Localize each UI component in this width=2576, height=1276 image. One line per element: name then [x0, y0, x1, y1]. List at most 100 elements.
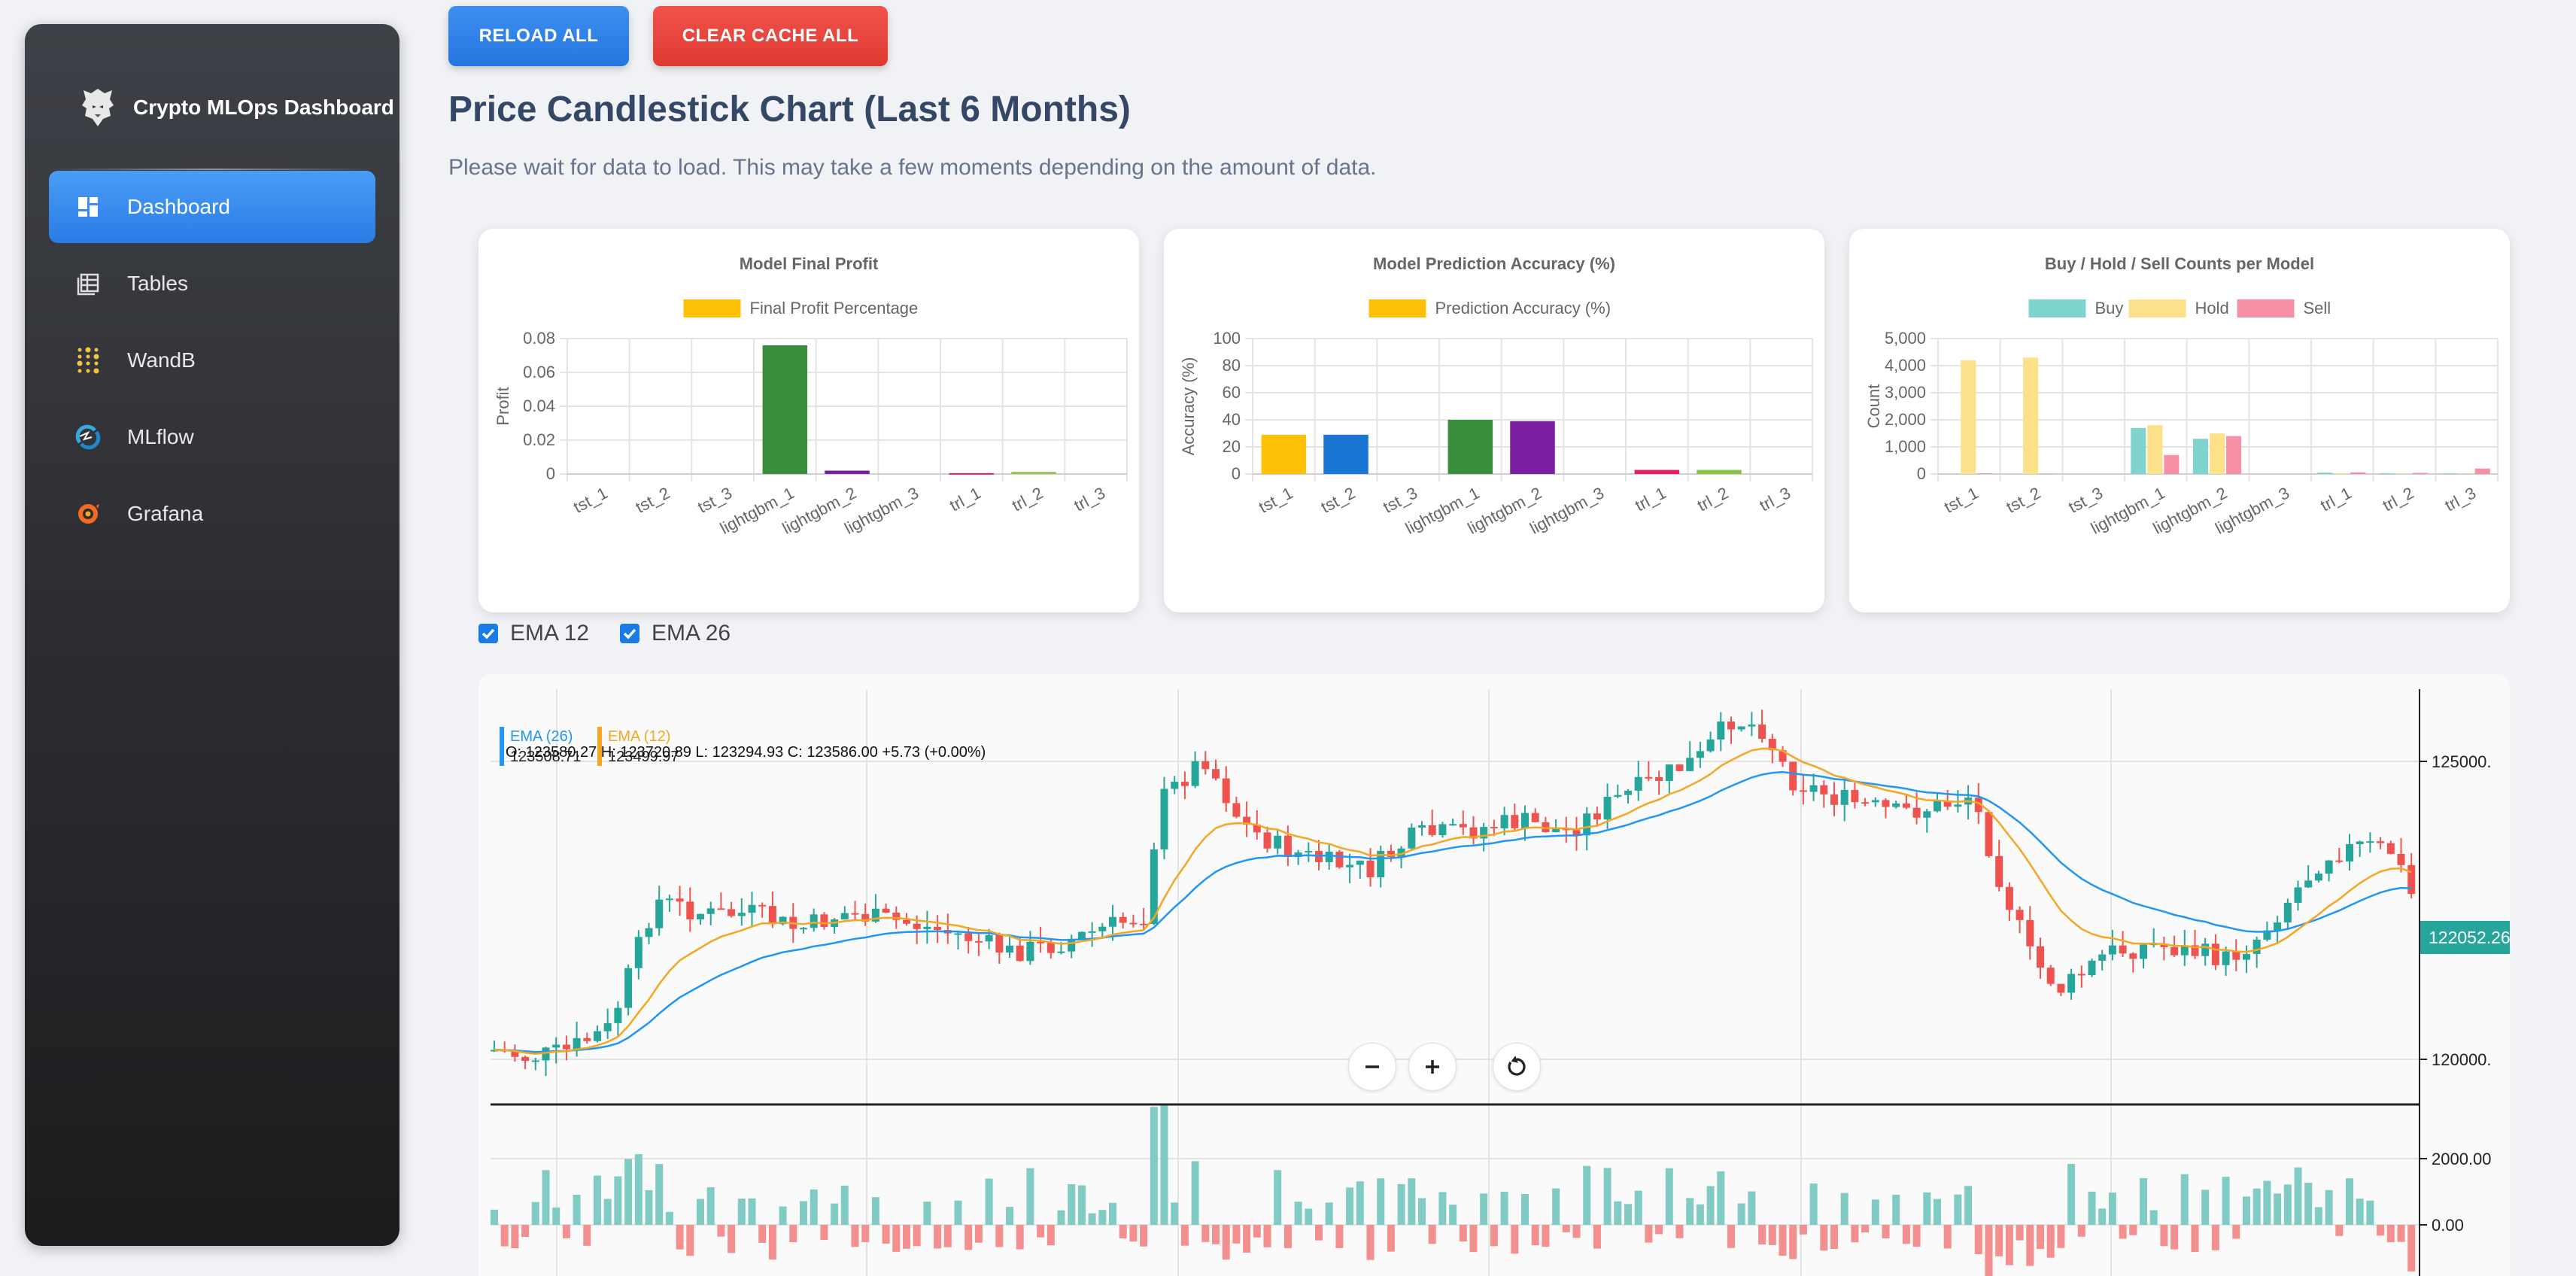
candle[interactable] — [1264, 832, 1271, 848]
ema26-checkbox[interactable]: EMA 26 — [620, 618, 731, 649]
candle[interactable] — [2274, 922, 2281, 931]
candle[interactable] — [563, 1045, 570, 1050]
candle[interactable] — [923, 927, 931, 929]
candle[interactable] — [1624, 791, 1632, 795]
candle[interactable] — [1346, 864, 1353, 867]
candle[interactable] — [1532, 813, 1539, 822]
candle[interactable] — [1635, 777, 1642, 791]
candle[interactable] — [1604, 797, 1612, 819]
legend-swatch[interactable] — [1369, 299, 1426, 317]
ema12-checkbox[interactable]: EMA 12 — [478, 618, 589, 649]
candle[interactable] — [2088, 961, 2096, 975]
candle[interactable] — [1511, 815, 1518, 828]
candle[interactable] — [1284, 836, 1292, 857]
legend-label[interactable]: Prediction Accuracy (%) — [1435, 299, 1612, 317]
candle[interactable] — [1861, 802, 1869, 804]
candle[interactable] — [1655, 777, 1663, 781]
candle[interactable] — [1449, 824, 1457, 825]
bar[interactable] — [1635, 470, 1680, 474]
clear-cache-all-button[interactable]: CLEAR CACHE ALL — [653, 6, 888, 66]
candle[interactable] — [758, 905, 766, 907]
candle[interactable] — [1026, 942, 1034, 962]
candle[interactable] — [1326, 852, 1333, 862]
candle[interactable] — [2026, 920, 2034, 946]
bar[interactable] — [2380, 473, 2395, 474]
candle[interactable] — [1903, 804, 1910, 808]
bar[interactable] — [825, 471, 870, 475]
candle[interactable] — [1697, 751, 1704, 758]
candle[interactable] — [1593, 813, 1601, 819]
bar[interactable] — [2413, 473, 2428, 474]
candle[interactable] — [913, 924, 921, 929]
candle[interactable] — [1913, 808, 1921, 818]
candle[interactable] — [604, 1023, 612, 1031]
candle[interactable] — [2222, 952, 2230, 965]
candle[interactable] — [1954, 804, 1961, 807]
candle[interactable] — [573, 1038, 581, 1050]
legend-swatch[interactable] — [684, 299, 741, 317]
candle[interactable] — [1305, 851, 1312, 852]
bar[interactable] — [2131, 428, 2146, 474]
candle[interactable] — [1521, 813, 1529, 828]
candle[interactable] — [2356, 841, 2364, 844]
legend-label[interactable]: Final Profit Percentage — [750, 299, 919, 317]
candle[interactable] — [1892, 804, 1900, 807]
candle[interactable] — [1140, 924, 1147, 925]
candle[interactable] — [2212, 943, 2219, 965]
bar[interactable] — [1961, 360, 1976, 474]
candle[interactable] — [1047, 943, 1055, 952]
candle[interactable] — [1418, 825, 1426, 828]
candle[interactable] — [1934, 801, 1941, 811]
candle[interactable] — [1985, 812, 1993, 856]
candle[interactable] — [1841, 790, 1848, 805]
candle[interactable] — [624, 968, 632, 1008]
candle[interactable] — [820, 914, 828, 927]
zoom-out-button[interactable] — [1348, 1043, 1396, 1091]
candle[interactable] — [2325, 861, 2333, 874]
candle[interactable] — [810, 914, 818, 928]
candle[interactable] — [2407, 865, 2415, 894]
candle[interactable] — [1201, 761, 1209, 769]
candle[interactable] — [1429, 825, 1436, 835]
legend-swatch[interactable] — [2237, 299, 2295, 317]
candle[interactable] — [769, 906, 776, 924]
legend-swatch[interactable] — [2129, 299, 2186, 317]
candle[interactable] — [635, 937, 642, 968]
sidebar-item-tables[interactable]: Tables — [49, 248, 375, 320]
candle[interactable] — [1676, 764, 1684, 771]
candle[interactable] — [1800, 790, 1807, 791]
candle[interactable] — [2006, 887, 2013, 910]
candle[interactable] — [2201, 943, 2209, 955]
candle[interactable] — [2304, 880, 2312, 887]
candle[interactable] — [2387, 843, 2395, 854]
bar[interactable] — [949, 473, 995, 475]
sidebar-item-mlflow[interactable]: MLflow — [49, 401, 375, 473]
legend-label[interactable]: Buy — [2095, 299, 2124, 317]
candle[interactable] — [1016, 946, 1024, 961]
candle[interactable] — [738, 913, 746, 916]
candle[interactable] — [1408, 828, 1415, 849]
candle[interactable] — [552, 1045, 560, 1048]
bar[interactable] — [1510, 421, 1555, 474]
candle[interactable] — [1789, 762, 1797, 791]
candle[interactable] — [717, 908, 724, 910]
candle[interactable] — [975, 941, 983, 943]
candle[interactable] — [655, 900, 663, 928]
candle[interactable] — [1161, 789, 1168, 850]
sidebar-item-dashboard[interactable]: Dashboard — [49, 171, 375, 243]
candle[interactable] — [728, 909, 735, 916]
bar[interactable] — [1977, 473, 1992, 474]
reload-all-button[interactable]: RELOAD ALL — [448, 6, 629, 66]
candle[interactable] — [2315, 873, 2322, 880]
candle[interactable] — [1098, 927, 1106, 931]
bar[interactable] — [1448, 420, 1493, 474]
candle[interactable] — [841, 913, 849, 919]
candle[interactable] — [2295, 887, 2302, 902]
candlestick-chart-panel[interactable]: EMA (26) EMA (12) 123508.71 123499.97 O:… — [478, 674, 2510, 1276]
candle[interactable] — [1460, 824, 1467, 827]
candle[interactable] — [749, 905, 756, 913]
candle[interactable] — [707, 908, 715, 913]
candle[interactable] — [1686, 758, 1694, 771]
candle[interactable] — [955, 934, 962, 935]
candle[interactable] — [1181, 782, 1189, 786]
